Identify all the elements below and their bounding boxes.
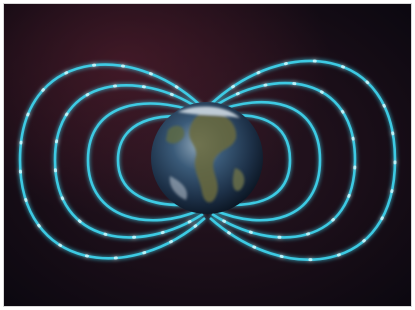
earth — [151, 102, 263, 214]
page — [0, 0, 415, 310]
magnetosphere-image — [0, 0, 415, 310]
